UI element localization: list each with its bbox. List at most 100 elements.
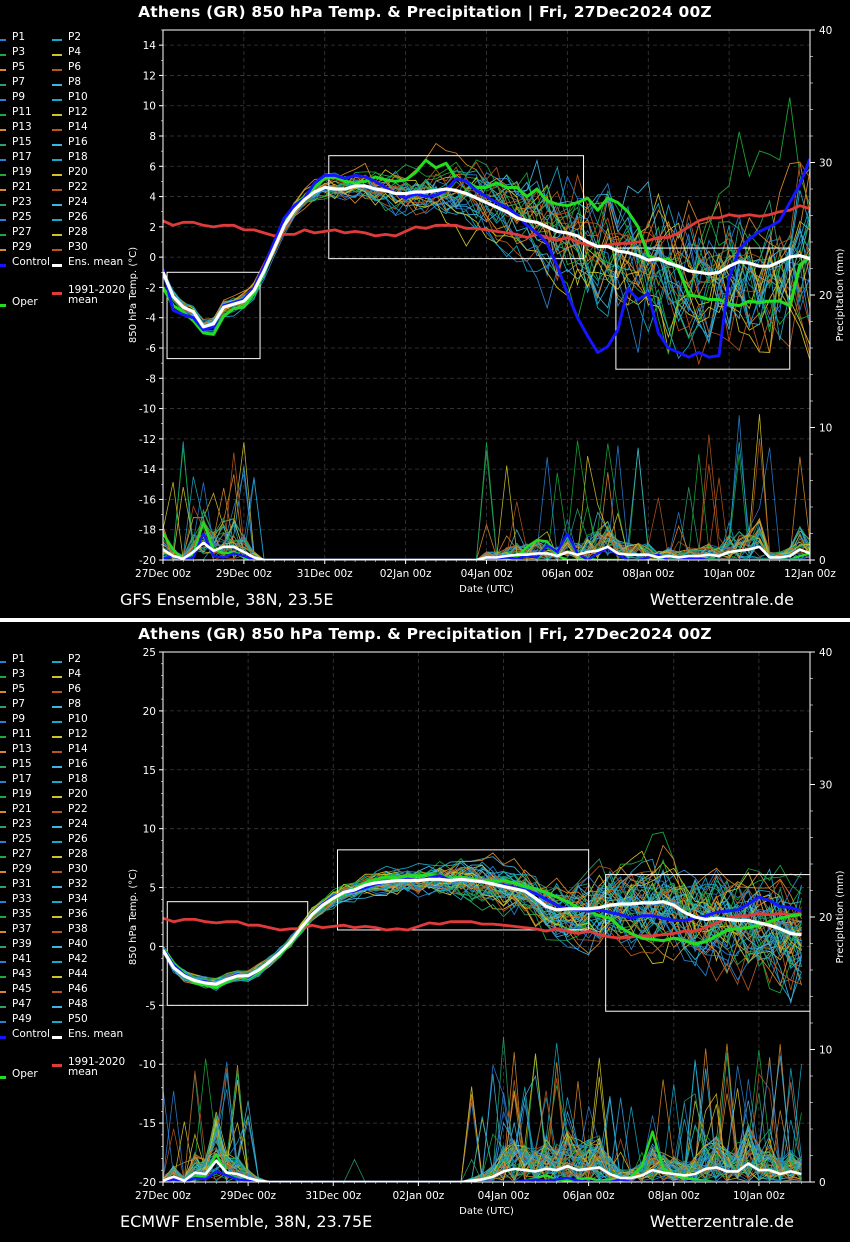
legend-swatch [0,691,6,693]
y-tick-label: 15 [143,765,156,777]
y2-tick-label: 0 [819,555,826,567]
x-tick-label: 02Jan 00z [393,1190,445,1202]
legend-swatch [0,99,6,101]
legend-swatch [0,1036,6,1039]
y-tick-label: -5 [146,1000,156,1012]
legend-swatch [52,84,62,86]
y2-tick-label: 40 [819,647,832,659]
legend-label: P37 [12,923,32,935]
legend-swatch [0,219,6,221]
x-tick-label: 27Dec 00z [135,1190,191,1202]
legend-swatch [52,219,62,221]
legend-label: P5 [12,61,26,73]
legend-label: Ens. mean [68,1028,124,1040]
legend-label: P32 [68,878,88,890]
member-line [163,867,802,985]
highlight-box [166,901,309,1006]
y-tick-label: 12 [143,70,156,82]
legend-swatch [52,292,62,295]
x-axis: 27Dec 00z 29Dec 00z 31Dec 00z 02Jan 00z 04Ja… [135,560,836,580]
y2-tick-label: 40 [819,25,832,37]
legend-label: P49 [12,1013,32,1025]
legend-swatch [52,129,62,131]
legend-label: P9 [12,91,26,103]
legend-swatch [52,961,62,963]
legend-label: P8 [68,76,82,88]
legend-label: P25 [12,833,32,845]
legend-label: 1991-2020 mean [68,284,126,306]
legend-label: P19 [12,166,32,178]
legend-label: P16 [68,136,88,148]
legend-swatch [52,736,62,738]
y-tick-label: 4 [149,192,156,204]
legend-swatch [52,706,62,708]
chart-title: Athens (GR) 850 hPa Temp. & Precipitatio… [138,625,712,643]
legend-label: P14 [68,121,88,133]
y2-tick-label: 30 [819,158,832,170]
legend-swatch [52,114,62,116]
legend-swatch [0,264,6,267]
legend-label: P12 [68,728,88,740]
legend-label: P4 [68,668,82,680]
legend-label: P14 [68,743,88,755]
y-tick-label: 2 [149,222,156,234]
highlight-box [328,155,585,260]
legend-label: P3 [12,46,26,58]
legend-label: P1 [12,31,26,43]
legend-swatch [0,114,6,116]
legend-label: P33 [12,893,32,905]
legend-swatch [52,826,62,828]
legend-swatch [52,189,62,191]
legend-swatch [52,901,62,903]
legend-swatch [52,811,62,813]
legend-label: P7 [12,76,26,88]
legend-swatch [0,234,6,236]
legend-label: P18 [68,773,88,785]
highlight-box [337,849,590,931]
panel-divider [0,618,850,622]
legend-swatch [0,976,6,978]
legend-swatch [52,1006,62,1008]
y-tick-label: -6 [146,343,157,355]
legend-swatch [0,129,6,131]
member-line [163,870,802,982]
legend-swatch [52,159,62,161]
y2-tick-label: 20 [819,912,832,924]
legend-swatch [52,841,62,843]
legend-swatch [0,796,6,798]
y2-axis: 0 10 20 30 40 [810,25,832,567]
highlight-box [166,271,261,360]
x-tick-label: 27Dec 00z [135,568,191,580]
gfs-ensemble-panel: Athens (GR) 850 hPa Temp. & Precipitatio… [0,0,850,618]
legend-label: P15 [12,758,32,770]
y-tick-label: -18 [139,525,156,537]
legend-label: P13 [12,121,32,133]
legend-swatch [52,1064,62,1067]
member-precip-line [163,1068,802,1182]
y-tick-label: 10 [143,824,156,836]
1991-2020-mean-line [163,204,810,248]
legend-label: P5 [12,683,26,695]
legend-label: P10 [68,91,88,103]
legend-swatch [0,144,6,146]
legend-label: P11 [12,106,32,118]
y-tick-label: -12 [139,434,156,446]
legend-label: P10 [68,713,88,725]
legend-swatch [0,54,6,56]
legend-label: P43 [12,968,32,980]
legend-swatch [0,811,6,813]
y-tick-label: -20 [139,555,156,567]
credit-label: Wetterzentrale.de [649,590,794,609]
legend-label: P23 [12,196,32,208]
chart-title: Athens (GR) 850 hPa Temp. & Precipitatio… [138,3,712,21]
y-tick-label: -16 [139,494,156,506]
legend-label: P46 [68,983,88,995]
legend-swatch [0,39,6,41]
member-precip-line [163,450,810,560]
legend-swatch [52,99,62,101]
legend-label: P2 [68,653,82,665]
legend-label: P24 [68,818,88,830]
member-precip-line [163,1036,802,1182]
legend-swatch [0,871,6,873]
